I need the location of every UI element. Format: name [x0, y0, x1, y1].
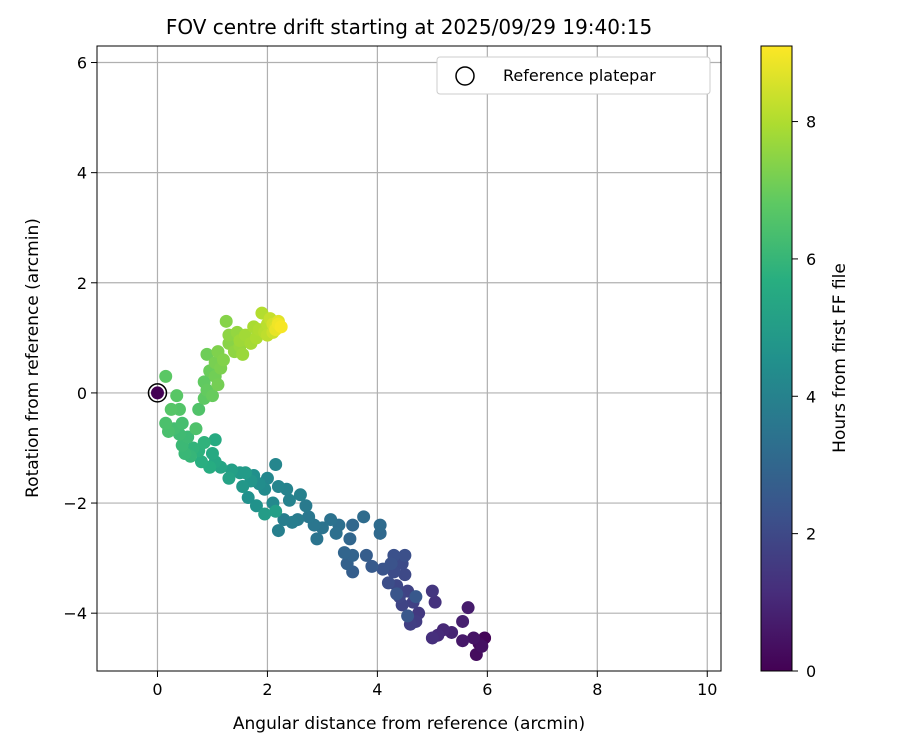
data-point — [205, 389, 219, 403]
legend-box — [436, 56, 711, 95]
data-point — [299, 499, 313, 513]
data-point — [170, 389, 184, 403]
data-point — [236, 480, 250, 494]
data-point — [189, 422, 203, 436]
data-point — [293, 488, 307, 502]
x-tick-label: 8 — [592, 680, 602, 699]
data-point — [329, 526, 343, 540]
data-point — [398, 568, 412, 582]
data-point — [390, 587, 404, 601]
data-point — [324, 513, 338, 527]
data-point — [467, 631, 481, 645]
data-point — [373, 518, 387, 532]
data-point — [269, 458, 283, 472]
colorbar-tick-label: 2 — [806, 525, 816, 544]
legend-marker-icon — [455, 66, 475, 86]
data-point — [269, 504, 283, 518]
data-point — [357, 510, 371, 524]
x-axis-ticks: 0 2 4 6 8 10 — [152, 671, 717, 699]
y-tick-label: 0 — [77, 384, 87, 403]
data-point — [428, 595, 442, 609]
colorbar-label: Hours from first FF file — [830, 263, 850, 453]
y-tick-label: 6 — [77, 54, 87, 73]
plot-frame — [96, 45, 722, 672]
data-point — [425, 584, 439, 598]
data-point — [456, 614, 470, 628]
colorbar-tick-label: 6 — [806, 250, 816, 269]
y-tick-label: −2 — [63, 494, 87, 513]
colorbar-tick-label: 4 — [806, 387, 816, 406]
data-point — [159, 369, 173, 383]
legend-entry-reference-platepar: Reference platepar — [503, 66, 656, 85]
grid-lines — [97, 46, 721, 671]
data-point — [381, 576, 395, 590]
colorbar-tick-label: 8 — [806, 113, 816, 132]
colorbar-tick-label: 0 — [806, 662, 816, 681]
data-point — [475, 639, 489, 653]
y-tick-label: −4 — [63, 604, 87, 623]
data-point — [365, 559, 379, 573]
data-point — [282, 493, 296, 507]
data-point — [205, 446, 219, 460]
data-point — [238, 466, 252, 480]
y-tick-label: 4 — [77, 164, 87, 183]
data-point — [258, 507, 272, 521]
data-point — [343, 532, 357, 546]
data-point — [274, 320, 288, 334]
data-point — [219, 314, 233, 328]
data-point — [401, 609, 415, 623]
data-point — [249, 499, 263, 513]
data-point — [277, 513, 291, 527]
data-point — [359, 548, 373, 562]
data-point — [310, 532, 324, 546]
data-point — [216, 353, 230, 367]
data-point — [337, 546, 351, 560]
data-point — [222, 471, 236, 485]
colorbar-gradient — [760, 45, 793, 672]
data-point — [211, 378, 225, 392]
data-point — [456, 634, 470, 648]
data-point — [150, 386, 164, 400]
data-point — [197, 435, 211, 449]
data-point — [164, 402, 178, 416]
x-tick-label: 2 — [262, 680, 272, 699]
x-tick-label: 6 — [482, 680, 492, 699]
chart-title: FOV centre drift starting at 2025/09/29 … — [166, 15, 652, 39]
data-point — [398, 548, 412, 562]
scatter-points — [150, 306, 492, 661]
reference-platepar-marker — [147, 383, 168, 403]
data-point — [241, 491, 255, 505]
data-point — [376, 562, 390, 576]
data-point — [461, 601, 475, 615]
data-point — [236, 347, 250, 361]
x-tick-label: 4 — [372, 680, 382, 699]
legend: Reference platepar — [436, 56, 711, 95]
data-point — [175, 416, 189, 430]
colorbar: 0 2 4 6 8 Hours from first FF file — [760, 45, 850, 681]
y-axis-label: Rotation from reference (arcmin) — [23, 218, 43, 498]
data-point — [192, 402, 206, 416]
y-tick-label: 2 — [77, 274, 87, 293]
x-tick-label: 10 — [697, 680, 717, 699]
colorbar-ticks: 0 2 4 6 8 — [792, 113, 816, 681]
data-point — [346, 518, 360, 532]
data-point — [271, 480, 285, 494]
x-tick-label: 0 — [152, 680, 162, 699]
data-point — [194, 455, 208, 469]
data-point — [200, 347, 214, 361]
data-point — [425, 631, 439, 645]
data-point — [302, 510, 316, 524]
x-axis-label: Angular distance from reference (arcmin) — [233, 714, 585, 734]
data-point — [159, 416, 173, 430]
data-point — [208, 433, 222, 447]
y-axis-ticks: −4 −2 0 2 4 6 — [63, 54, 97, 623]
data-point — [271, 524, 285, 538]
data-point — [409, 590, 423, 604]
